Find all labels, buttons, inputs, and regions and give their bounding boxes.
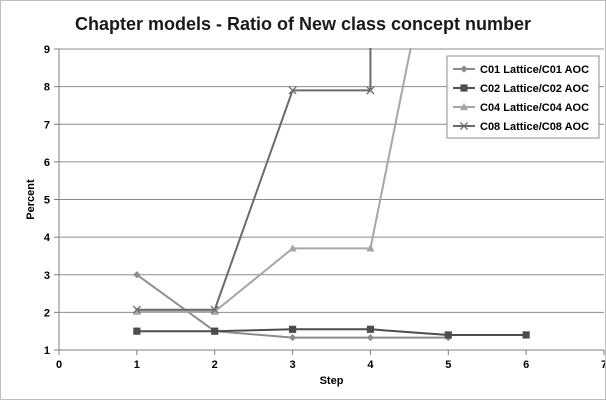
y-tick-label: 9 [44, 44, 50, 56]
y-tick-label: 1 [44, 345, 50, 357]
series-line-4 [136, 48, 372, 311]
x-tick-label: 6 [523, 359, 529, 371]
data-point-series-2 [366, 325, 375, 333]
data-point-series-4 [366, 86, 375, 95]
axes [54, 48, 605, 355]
data-point-series-1 [366, 333, 375, 342]
y-tick-label: 5 [44, 195, 50, 207]
chart-title: Chapter models - Ratio of New class conc… [75, 14, 531, 34]
legend-item-2: C02 Lattice/C02 AOC [453, 83, 589, 95]
data-point-series-4 [210, 305, 219, 314]
legend-item-1: C01 Lattice/C01 AOC [453, 64, 589, 76]
legend-item-3: C04 Lattice/C04 AOC [453, 102, 589, 114]
x-tick-label: 5 [445, 359, 451, 371]
legend-marker [460, 84, 468, 92]
x-tick-label: 7 [601, 359, 605, 371]
data-point-series-2 [444, 331, 452, 339]
x-tick-label: 4 [367, 359, 374, 371]
x-axis-title: Step [320, 375, 344, 387]
data-point-series-3 [288, 244, 297, 252]
legend-marker [460, 65, 468, 73]
legend-marker [459, 102, 469, 111]
legend-item-4: C08 Lattice/C08 AOC [453, 121, 589, 133]
y-tick-label: 3 [44, 270, 50, 282]
data-point-series-1 [133, 271, 141, 279]
data-point-series-3 [366, 244, 375, 252]
data-point-series-3 [132, 307, 141, 315]
legend-marker [459, 121, 469, 131]
data-point-series-3 [210, 307, 219, 315]
legend-label: C02 Lattice/C02 AOC [480, 83, 589, 95]
legend: C01 Lattice/C01 AOC C02 Lattice/C02 AOC C0… [446, 55, 600, 139]
series-lines [136, 48, 527, 339]
data-point-series-2 [211, 327, 219, 335]
data-point-series-2 [288, 325, 297, 333]
data-point-series-4 [132, 305, 141, 314]
y-tick-label: 2 [44, 307, 50, 319]
legend-label: C01 Lattice/C01 AOC [480, 64, 589, 76]
data-point-series-1 [288, 333, 297, 342]
y-tick-label: 7 [44, 119, 50, 131]
y-tick-label: 4 [44, 232, 51, 244]
series-line-2 [136, 328, 527, 336]
x-tick-label: 1 [134, 359, 140, 371]
y-axis-title: Percent [25, 179, 37, 220]
y-tick-label: 8 [44, 82, 50, 94]
x-tick-label: 3 [290, 359, 296, 371]
data-point-series-2 [522, 331, 530, 339]
series-markers [132, 86, 530, 342]
x-tick-label: 0 [56, 359, 62, 371]
x-tick-label: 2 [212, 359, 218, 371]
data-point-series-4 [288, 86, 297, 95]
data-point-series-2 [133, 327, 141, 335]
legend-label: C04 Lattice/C04 AOC [480, 102, 589, 114]
legend-label: C08 Lattice/C08 AOC [480, 121, 589, 133]
y-tick-label: 6 [44, 157, 50, 169]
series-line-3 [136, 48, 412, 313]
